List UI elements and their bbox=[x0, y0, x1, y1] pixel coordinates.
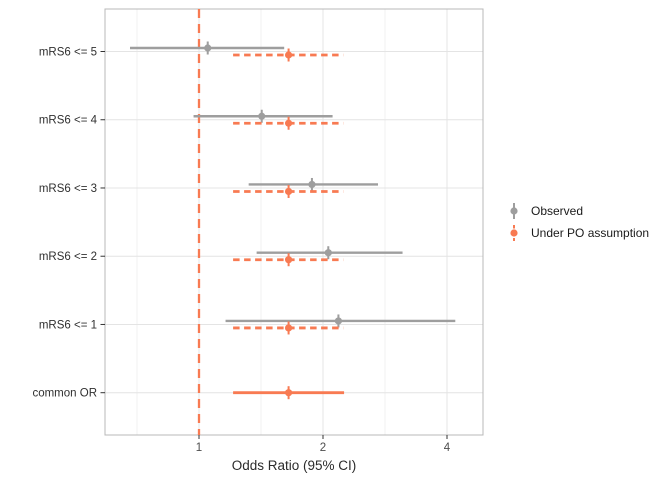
observed-point-4 bbox=[334, 317, 343, 325]
po-point-4 bbox=[284, 324, 293, 332]
observed-point-1 bbox=[258, 112, 266, 120]
y-axis-label-0: mRS6 <= 5 bbox=[39, 47, 97, 59]
po-point-2 bbox=[284, 187, 293, 196]
observed-point-0 bbox=[204, 44, 212, 52]
y-axis-label-5: common OR bbox=[32, 388, 97, 400]
x-tick-label-0: 1 bbox=[196, 442, 202, 454]
po-point-5 bbox=[284, 389, 293, 397]
y-axis-label-4: mRS6 <= 1 bbox=[39, 319, 97, 331]
observed-point-3 bbox=[324, 249, 332, 257]
legend-label-1: Under PO assumption bbox=[531, 226, 649, 240]
panel-border bbox=[104, 8, 484, 436]
observed-point-2 bbox=[308, 180, 316, 189]
po-point-0 bbox=[284, 51, 293, 59]
po-point-3 bbox=[284, 256, 293, 264]
y-axis-label-1: mRS6 <= 4 bbox=[39, 115, 98, 127]
x-tick-label-2: 4 bbox=[444, 442, 451, 454]
y-axis-label-2: mRS6 <= 3 bbox=[39, 183, 97, 195]
legend-label-0: Observed bbox=[531, 204, 583, 218]
x-tick-label-1: 2 bbox=[320, 442, 326, 454]
legend-key-point-1 bbox=[510, 229, 518, 237]
po-point-1 bbox=[284, 119, 293, 127]
panel-background bbox=[105, 9, 483, 435]
legend-key-point-0 bbox=[510, 207, 518, 215]
x-axis-title: Odds Ratio (95% CI) bbox=[232, 458, 357, 473]
y-axis-label-3: mRS6 <= 2 bbox=[39, 251, 97, 263]
